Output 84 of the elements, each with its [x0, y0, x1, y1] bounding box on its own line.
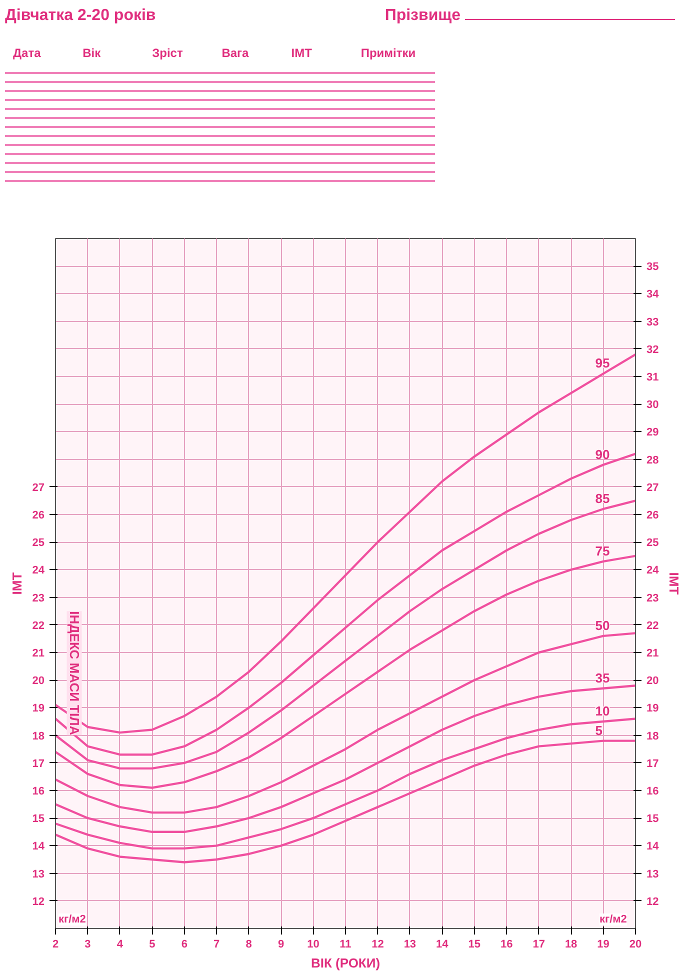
y2-tick-label: 22	[646, 620, 659, 632]
series-label: 95	[595, 356, 610, 371]
y-tick-label: 18	[32, 730, 45, 742]
y2-tick-label: 28	[646, 454, 659, 466]
line-series	[56, 740, 636, 864]
y2-tick-label: 34	[646, 288, 660, 301]
x-tick-label: 11	[340, 938, 352, 950]
y2-axis-title: ІМТ	[666, 572, 682, 595]
y2-tick-label: 14	[646, 840, 660, 853]
y2-tick-label: 25	[646, 537, 659, 550]
x-tick-label: 3	[84, 938, 91, 950]
y2-tick-label: 33	[646, 316, 659, 328]
x-tick-label: 6	[181, 938, 188, 950]
x-tick-label: 9	[278, 938, 284, 950]
y-axis-title: ІМТ	[9, 572, 24, 595]
y-tick-label: 22	[32, 620, 45, 632]
annotation: ІНДЕКС МАСИ ТІЛА	[66, 611, 82, 736]
text: ІМТ	[290, 45, 313, 62]
x-tick-label: 10	[307, 938, 320, 950]
x-tick-label: 17	[532, 938, 545, 950]
y2-tick-label: 16	[646, 786, 659, 798]
y2-tick-label: 12	[646, 896, 659, 908]
line-series	[56, 554, 636, 789]
x-axis-title: ВІК (РОКИ)	[310, 956, 380, 970]
y2-tick-label: 20	[646, 675, 659, 688]
x-tick-label: 2	[52, 938, 59, 950]
x-tick-label: 16	[500, 938, 513, 950]
x-tick-label: 18	[564, 938, 578, 950]
chart-title: Дівчатка 2-20 років	[5, 6, 156, 26]
y2-tick-label: 29	[646, 426, 659, 439]
text: Вік	[82, 45, 102, 62]
y-tick-label: 12	[32, 896, 45, 908]
y-tick-label: 26	[32, 510, 45, 522]
y-tick-label: 21	[32, 648, 45, 660]
annotation: кг/м2	[600, 914, 627, 926]
y-tick-label: 19	[32, 702, 45, 715]
y-tick-label: 15	[32, 813, 45, 826]
x-tick-label: 7	[214, 938, 220, 950]
y-tick-label: 20	[32, 675, 45, 688]
line-series	[56, 353, 636, 734]
y2-tick-label: 19	[646, 702, 659, 715]
x-tick-label: 19	[597, 938, 610, 950]
y2-tick-label: 32	[646, 344, 659, 356]
y-tick-label: 23	[32, 592, 45, 604]
text: Вага	[220, 45, 250, 62]
y2-tick-label: 18	[646, 730, 659, 742]
text: Прізвище	[384, 6, 462, 26]
y-tick-label: 16	[32, 786, 45, 798]
y2-tick-label: 13	[646, 868, 659, 880]
y2-tick-label: 17	[646, 758, 659, 770]
y2-tick-label: 30	[646, 399, 659, 412]
y-tick-label: 13	[32, 868, 45, 880]
series-label: 10	[595, 704, 610, 718]
x-tick-label: 20	[629, 938, 642, 950]
series-label: 5	[595, 722, 603, 738]
y-tick-label: 27	[32, 482, 45, 494]
y-tick-label: 14	[32, 840, 46, 853]
x-tick-label: 13	[404, 938, 416, 950]
series-label: 50	[595, 618, 610, 633]
text: Зріст	[151, 45, 184, 62]
x-tick-label: 8	[246, 938, 252, 950]
series-label: 35	[595, 670, 610, 686]
annotation: кг/м2	[58, 914, 86, 926]
y2-tick-label: 23	[646, 592, 659, 604]
text: Дата	[12, 45, 42, 62]
series-label: 75	[595, 543, 610, 558]
y-tick-label: 24	[32, 564, 46, 577]
x-tick-label: 4	[116, 938, 124, 950]
y-tick-label: 25	[32, 537, 45, 550]
y2-tick-label: 27	[646, 482, 659, 494]
y2-tick-label: 26	[646, 510, 659, 522]
x-tick-label: 12	[372, 938, 384, 950]
x-tick-label: 14	[436, 938, 450, 950]
x-tick-label: 5	[149, 938, 156, 950]
x-tick-label: 15	[468, 938, 481, 950]
y2-tick-label: 15	[646, 813, 659, 826]
series-label: 85	[595, 490, 610, 506]
y2-tick-label: 24	[646, 564, 660, 577]
y2-tick-label: 21	[646, 648, 659, 660]
series-label: 90	[595, 446, 610, 462]
y2-tick-label: 35	[646, 261, 659, 274]
text: Примітки	[360, 45, 417, 62]
y2-tick-label: 31	[646, 372, 659, 384]
y-tick-label: 17	[32, 758, 45, 770]
